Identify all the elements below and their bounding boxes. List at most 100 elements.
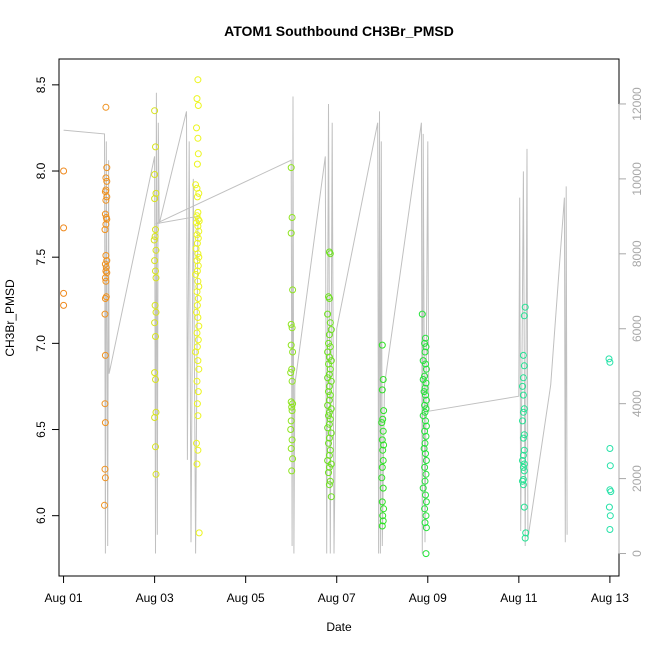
data-point xyxy=(325,412,332,420)
data-point xyxy=(421,439,429,447)
data-point xyxy=(101,351,109,359)
data-point xyxy=(324,374,332,382)
data-point xyxy=(194,234,202,242)
data-point xyxy=(520,467,528,475)
data-point xyxy=(379,512,387,520)
data-point xyxy=(422,491,429,499)
secondary-tick-label: 4000 xyxy=(630,390,644,417)
x-tick-label: Aug 01 xyxy=(45,591,83,605)
data-point xyxy=(326,415,334,423)
y-tick-label: 7.0 xyxy=(34,335,48,352)
x-tick-label: Aug 07 xyxy=(318,591,356,605)
data-point xyxy=(152,376,159,383)
data-point xyxy=(325,434,333,442)
data-point xyxy=(152,443,159,451)
data-point xyxy=(288,436,296,444)
data-point xyxy=(193,301,201,309)
data-point xyxy=(102,174,110,182)
data-point xyxy=(422,550,430,558)
data-point xyxy=(101,226,109,234)
data-point xyxy=(193,160,201,168)
data-point xyxy=(422,524,430,532)
data-point xyxy=(519,408,527,416)
data-point xyxy=(288,407,296,415)
data-point xyxy=(418,310,426,318)
data-point xyxy=(606,358,614,366)
data-point xyxy=(522,529,530,537)
series-1 xyxy=(101,103,111,509)
data-point xyxy=(325,370,333,378)
data-point xyxy=(519,351,527,359)
data-point xyxy=(606,512,614,520)
data-point xyxy=(419,484,427,492)
data-point xyxy=(520,405,528,413)
series-2 xyxy=(150,107,160,478)
data-point xyxy=(194,208,202,216)
data-point xyxy=(378,474,386,482)
data-point xyxy=(101,310,109,318)
data-point xyxy=(151,233,159,240)
data-point xyxy=(606,445,614,452)
y-axis: 6.0 6.5 7.0 7.5 8.0 8.5 xyxy=(34,76,60,524)
data-point xyxy=(378,386,386,394)
data-point xyxy=(378,419,386,427)
data-point xyxy=(422,512,430,520)
data-point xyxy=(421,348,429,356)
data-point xyxy=(421,505,429,513)
data-point xyxy=(151,414,159,421)
data-point xyxy=(379,376,387,383)
data-point xyxy=(152,274,160,282)
data-point xyxy=(194,262,202,270)
data-point xyxy=(193,124,200,132)
data-point xyxy=(519,382,526,390)
data-point xyxy=(193,257,201,265)
data-point xyxy=(194,314,202,321)
data-point xyxy=(325,331,333,339)
data-point xyxy=(101,465,109,473)
data-point xyxy=(324,457,332,464)
data-point xyxy=(379,517,387,525)
data-point xyxy=(327,405,335,413)
data-point xyxy=(421,463,429,471)
data-point xyxy=(195,227,203,235)
data-point xyxy=(379,457,387,464)
data-point xyxy=(102,277,110,285)
data-point xyxy=(325,295,333,302)
data-point xyxy=(519,451,527,459)
data-point xyxy=(288,377,296,385)
secondary-tick-label: 2000 xyxy=(630,465,644,492)
data-point xyxy=(520,312,528,320)
data-point xyxy=(326,365,334,373)
data-point xyxy=(192,270,200,278)
y-tick-label: 8.5 xyxy=(34,76,48,93)
data-point xyxy=(193,288,201,296)
data-point xyxy=(194,412,202,420)
secondary-tick-label: 12000 xyxy=(630,87,644,121)
data-point xyxy=(101,400,109,408)
data-point xyxy=(420,388,428,396)
data-point xyxy=(287,445,295,452)
data-point xyxy=(101,474,109,482)
data-point xyxy=(378,522,386,530)
data-point xyxy=(519,457,526,464)
data-point xyxy=(60,301,68,309)
altitude-series-line xyxy=(63,92,568,554)
data-point xyxy=(607,488,615,496)
secondary-tick-label: 0 xyxy=(630,550,644,557)
data-point xyxy=(194,357,202,365)
data-point xyxy=(151,195,159,203)
data-point xyxy=(192,181,200,189)
data-point xyxy=(60,167,68,175)
data-point xyxy=(287,164,295,172)
data-point xyxy=(519,374,527,382)
x-axis-label: Date xyxy=(326,620,352,634)
data-point xyxy=(378,436,386,444)
data-point xyxy=(421,401,429,409)
data-point xyxy=(195,529,203,537)
data-point xyxy=(379,484,387,492)
data-point xyxy=(193,308,200,316)
data-point xyxy=(193,267,201,275)
y-axis-label: CH3Br_PMSD xyxy=(3,279,17,357)
data-point xyxy=(152,408,160,416)
data-point xyxy=(325,481,333,489)
